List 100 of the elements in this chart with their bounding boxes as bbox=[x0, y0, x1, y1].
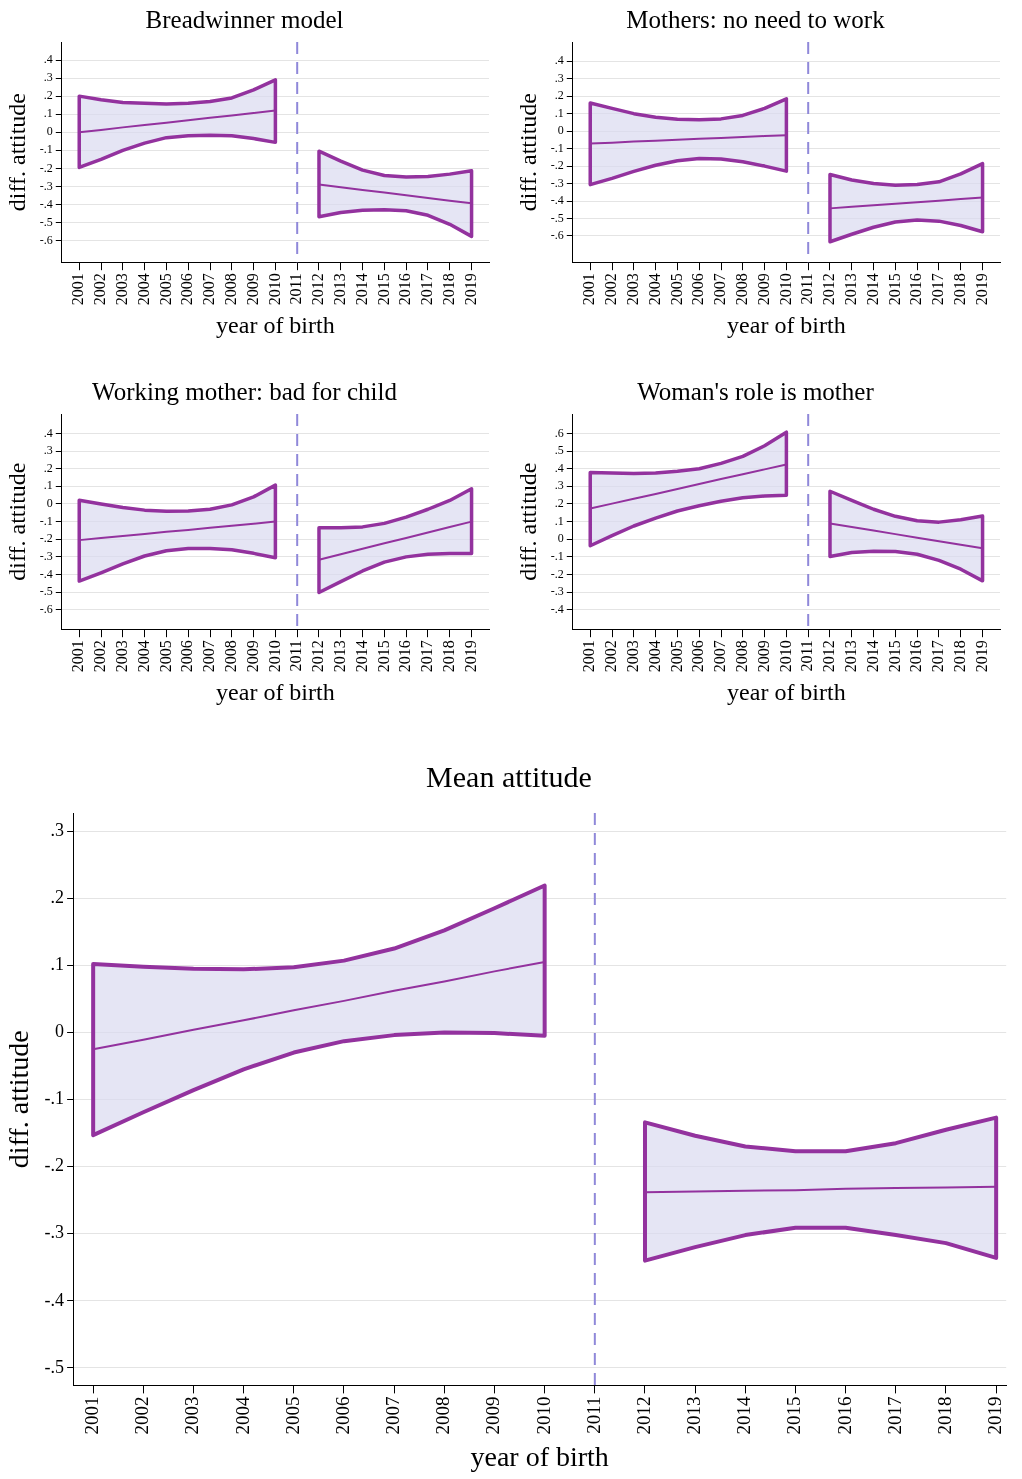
y-tick-label: -.1 bbox=[39, 513, 53, 528]
x-tick-label: 2014 bbox=[733, 1395, 755, 1435]
x-tick-label: 2009 bbox=[754, 273, 772, 306]
x-tick-label: 2017 bbox=[929, 273, 947, 306]
x-tick-label: 2002 bbox=[602, 640, 620, 673]
x-tick-label: 2018 bbox=[439, 640, 457, 673]
x-tick-label: 2001 bbox=[69, 273, 87, 306]
y-tick-label: -.3 bbox=[39, 549, 53, 564]
x-tick-label: 2005 bbox=[667, 640, 685, 673]
x-tick-label: 2019 bbox=[972, 640, 990, 673]
x-tick-label: 2008 bbox=[222, 273, 240, 306]
x-tick-label: 2016 bbox=[396, 273, 414, 306]
y-tick-label: .1 bbox=[554, 105, 564, 120]
x-tick-label: 2003 bbox=[624, 640, 642, 673]
y-tick-label: .2 bbox=[554, 496, 564, 511]
x-tick-label: 2018 bbox=[439, 273, 457, 306]
x-tick-label: 2002 bbox=[131, 1396, 153, 1435]
x-tick-label: 2001 bbox=[81, 1396, 103, 1435]
x-tick-label: 2012 bbox=[632, 1396, 654, 1435]
x-tick-label: 2004 bbox=[645, 273, 663, 306]
x-axis-title: year of birth bbox=[216, 311, 335, 338]
y-tick-label: 0 bbox=[557, 531, 564, 546]
y-tick-label: -.6 bbox=[550, 228, 564, 243]
x-tick-label: 2013 bbox=[841, 640, 859, 673]
x-tick-label: 2007 bbox=[711, 640, 729, 673]
y-tick-label: .6 bbox=[554, 425, 564, 440]
x-tick-label: 2005 bbox=[667, 273, 685, 306]
x-tick-label: 2013 bbox=[841, 273, 859, 306]
y-tick-label: -.4 bbox=[39, 566, 53, 581]
x-tick-label: 2019 bbox=[972, 273, 990, 306]
x-axis-title: year of birth bbox=[216, 678, 335, 705]
chart-title: Breadwinner model bbox=[145, 5, 344, 33]
x-tick-label: 2003 bbox=[113, 640, 131, 673]
y-tick-label: .3 bbox=[43, 443, 53, 458]
y-tick-label: .2 bbox=[554, 88, 564, 103]
x-tick-label: 2008 bbox=[733, 640, 751, 673]
x-tick-label: 2016 bbox=[833, 1396, 855, 1435]
y-tick-label: -.1 bbox=[550, 549, 564, 564]
y-tick-label: -.3 bbox=[550, 584, 564, 599]
x-tick-label: 2017 bbox=[883, 1396, 905, 1435]
x-tick-label: 2015 bbox=[374, 273, 392, 306]
x-tick-label: 2015 bbox=[783, 1396, 805, 1435]
x-tick-label: 2009 bbox=[482, 1396, 504, 1435]
y-tick-label: 0 bbox=[46, 496, 53, 511]
y-tick-label: .3 bbox=[50, 819, 65, 840]
chart-title: Working mother: bad for child bbox=[92, 377, 398, 405]
x-tick-label: 2011 bbox=[287, 640, 305, 672]
x-tick-label: 2014 bbox=[352, 273, 370, 306]
x-tick-label: 2003 bbox=[113, 273, 131, 306]
x-tick-label: 2001 bbox=[580, 640, 598, 673]
x-tick-label: 2010 bbox=[776, 640, 794, 673]
x-tick-label: 2014 bbox=[863, 273, 881, 306]
y-tick-label: 0 bbox=[46, 124, 53, 139]
y-tick-label: .1 bbox=[43, 106, 53, 121]
y-tick-label: -.3 bbox=[39, 178, 53, 193]
x-tick-label: 2014 bbox=[863, 640, 881, 673]
x-tick-label: 2004 bbox=[134, 273, 152, 306]
y-tick-label: -.5 bbox=[39, 584, 53, 599]
x-tick-label: 2011 bbox=[798, 273, 816, 305]
y-tick-label: .3 bbox=[43, 70, 53, 85]
x-tick-label: 2006 bbox=[689, 273, 707, 306]
y-tick-label: -.2 bbox=[550, 158, 564, 173]
x-tick-label: 2018 bbox=[933, 1396, 955, 1435]
x-tick-label: 2001 bbox=[69, 640, 87, 673]
x-tick-label: 2005 bbox=[156, 273, 174, 306]
x-tick-label: 2019 bbox=[984, 1396, 1006, 1435]
y-tick-label: -.2 bbox=[44, 1155, 65, 1176]
x-tick-label: 2004 bbox=[231, 1395, 253, 1435]
x-tick-label: 2018 bbox=[950, 273, 968, 306]
y-axis-title: diff. attitude bbox=[3, 93, 30, 212]
x-tick-label: 2012 bbox=[820, 640, 838, 673]
x-tick-label: 2010 bbox=[265, 640, 283, 673]
x-tick-label: 2005 bbox=[156, 640, 174, 673]
y-tick-label: .1 bbox=[554, 513, 564, 528]
x-tick-label: 2009 bbox=[754, 640, 772, 673]
y-tick-label: -.4 bbox=[550, 193, 564, 208]
x-tick-label: 2003 bbox=[181, 1396, 203, 1435]
y-tick-label: -.2 bbox=[39, 531, 53, 546]
y-tick-label: -.1 bbox=[550, 140, 564, 155]
y-tick-label: -.4 bbox=[39, 196, 53, 211]
x-tick-label: 2017 bbox=[418, 640, 436, 673]
y-tick-label: .3 bbox=[554, 70, 564, 85]
y-axis-title: diff. attitude bbox=[3, 462, 30, 581]
x-tick-label: 2012 bbox=[820, 273, 838, 306]
x-tick-label: 2015 bbox=[885, 640, 903, 673]
x-tick-label: 2006 bbox=[178, 273, 196, 306]
x-axis-title: year of birth bbox=[470, 1440, 609, 1472]
y-tick-label: -.1 bbox=[44, 1088, 65, 1109]
x-tick-label: 2016 bbox=[907, 273, 925, 306]
x-tick-label: 2005 bbox=[281, 1396, 303, 1435]
y-tick-label: -.5 bbox=[39, 214, 53, 229]
x-axis-title: year of birth bbox=[727, 678, 846, 705]
x-tick-label: 2007 bbox=[200, 273, 218, 306]
y-tick-label: -.3 bbox=[44, 1222, 65, 1243]
x-tick-label: 2011 bbox=[798, 640, 816, 672]
y-tick-label: -.4 bbox=[550, 601, 564, 616]
x-tick-label: 2015 bbox=[374, 640, 392, 673]
x-tick-label: 2008 bbox=[432, 1396, 454, 1435]
x-tick-label: 2013 bbox=[330, 640, 348, 673]
x-tick-label: 2006 bbox=[331, 1396, 353, 1435]
